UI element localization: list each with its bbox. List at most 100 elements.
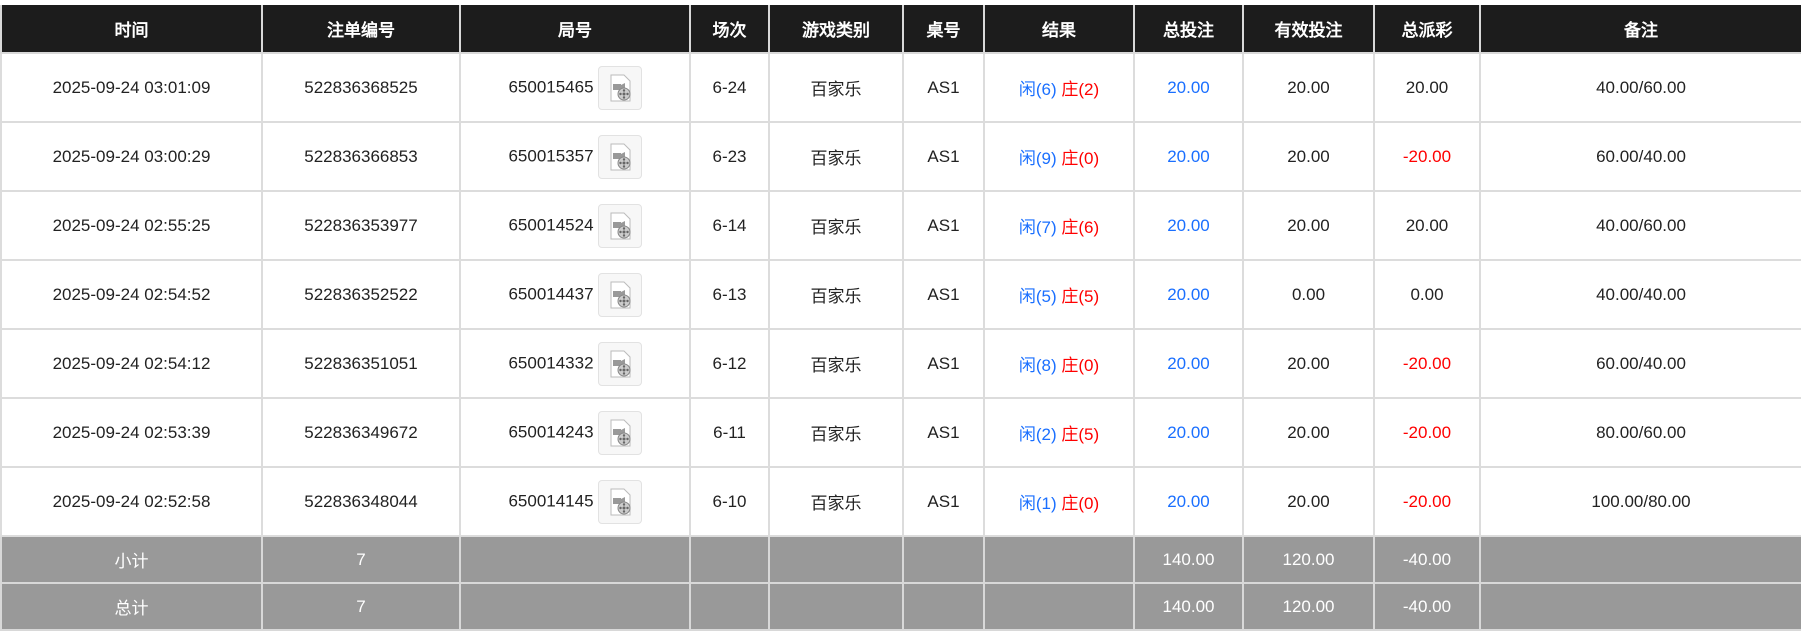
summary-total-bet: 140.00 <box>1133 582 1244 631</box>
result-cell: 闲(1) 庄(0) <box>983 466 1135 537</box>
summary-count: 7 <box>261 582 461 631</box>
game-type-cell: 百家乐 <box>768 190 904 261</box>
bet-id-cell: 522836349672 <box>261 397 461 468</box>
table-row: 2025-09-24 02:52:58 522836348044 6500141… <box>0 466 1801 537</box>
valid-bet-cell: 20.00 <box>1242 190 1375 261</box>
bet-id-cell: 522836353977 <box>261 190 461 261</box>
round-cell: 650014243 <box>459 397 691 468</box>
round-number: 650015465 <box>508 76 594 96</box>
video-replay-icon[interactable] <box>597 134 642 179</box>
player-result: 闲(2) <box>1018 425 1057 444</box>
grand-total-row: 总计 7 140.00 120.00 -40.00 <box>0 582 1801 631</box>
header-total-bet: 总投注 <box>1133 5 1244 54</box>
result-cell: 闲(9) 庄(0) <box>983 121 1135 192</box>
bet-id-cell: 522836368525 <box>261 52 461 123</box>
time-cell: 2025-09-24 02:52:58 <box>0 466 263 537</box>
banker-result: 庄(0) <box>1061 356 1100 375</box>
game-type-cell: 百家乐 <box>768 328 904 399</box>
bet-id-cell: 522836351051 <box>261 328 461 399</box>
table-row: 2025-09-24 03:01:09 522836368525 6500154… <box>0 52 1801 123</box>
result-cell: 闲(7) 庄(6) <box>983 190 1135 261</box>
total-bet-cell: 20.00 <box>1133 121 1244 192</box>
video-replay-icon[interactable] <box>597 272 642 317</box>
time-cell: 2025-09-24 02:54:52 <box>0 259 263 330</box>
game-type-cell: 百家乐 <box>768 397 904 468</box>
video-replay-icon[interactable] <box>597 65 642 110</box>
session-cell: 6-10 <box>689 466 770 537</box>
header-time: 时间 <box>0 5 263 54</box>
bet-id-cell: 522836352522 <box>261 259 461 330</box>
bet-id-cell: 522836348044 <box>261 466 461 537</box>
payout-cell: 20.00 <box>1373 190 1481 261</box>
note-cell: 40.00/60.00 <box>1479 52 1801 123</box>
summary-total-bet: 140.00 <box>1133 535 1244 584</box>
session-cell: 6-23 <box>689 121 770 192</box>
table-row: 2025-09-24 02:54:12 522836351051 6500143… <box>0 328 1801 399</box>
player-result: 闲(5) <box>1018 287 1057 306</box>
session-cell: 6-12 <box>689 328 770 399</box>
table-no-cell: AS1 <box>902 190 985 261</box>
valid-bet-cell: 20.00 <box>1242 52 1375 123</box>
header-game-type: 游戏类别 <box>768 5 904 54</box>
banker-result: 庄(5) <box>1061 425 1100 444</box>
valid-bet-cell: 20.00 <box>1242 328 1375 399</box>
session-cell: 6-24 <box>689 52 770 123</box>
summary-valid-bet: 120.00 <box>1242 582 1375 631</box>
total-bet-cell: 20.00 <box>1133 466 1244 537</box>
total-bet-cell: 20.00 <box>1133 259 1244 330</box>
bet-id-cell: 522836366853 <box>261 121 461 192</box>
player-result: 闲(6) <box>1018 80 1057 99</box>
time-cell: 2025-09-24 02:55:25 <box>0 190 263 261</box>
round-cell: 650015357 <box>459 121 691 192</box>
header-result: 结果 <box>983 5 1135 54</box>
time-cell: 2025-09-24 02:53:39 <box>0 397 263 468</box>
header-table-no: 桌号 <box>902 5 985 54</box>
summary-payout: -40.00 <box>1373 535 1481 584</box>
note-cell: 100.00/80.00 <box>1479 466 1801 537</box>
table-no-cell: AS1 <box>902 52 985 123</box>
payout-cell: -20.00 <box>1373 397 1481 468</box>
video-replay-icon[interactable] <box>597 203 642 248</box>
video-replay-icon[interactable] <box>597 479 642 524</box>
game-type-cell: 百家乐 <box>768 121 904 192</box>
note-cell: 80.00/60.00 <box>1479 397 1801 468</box>
header-round: 局号 <box>459 5 691 54</box>
note-cell: 60.00/40.00 <box>1479 328 1801 399</box>
video-replay-icon[interactable] <box>597 410 642 455</box>
banker-result: 庄(0) <box>1061 149 1100 168</box>
player-result: 闲(9) <box>1018 149 1057 168</box>
round-number: 650014524 <box>508 214 594 234</box>
summary-payout: -40.00 <box>1373 582 1481 631</box>
valid-bet-cell: 0.00 <box>1242 259 1375 330</box>
note-cell: 40.00/60.00 <box>1479 190 1801 261</box>
table-row: 2025-09-24 02:53:39 522836349672 6500142… <box>0 397 1801 468</box>
table-no-cell: AS1 <box>902 466 985 537</box>
note-cell: 40.00/40.00 <box>1479 259 1801 330</box>
header-valid-bet: 有效投注 <box>1242 5 1375 54</box>
time-cell: 2025-09-24 02:54:12 <box>0 328 263 399</box>
summary-label: 总计 <box>0 582 263 631</box>
video-replay-icon[interactable] <box>597 341 642 386</box>
player-result: 闲(8) <box>1018 356 1057 375</box>
round-cell: 650014524 <box>459 190 691 261</box>
banker-result: 庄(5) <box>1061 287 1100 306</box>
table-no-cell: AS1 <box>902 259 985 330</box>
total-bet-cell: 20.00 <box>1133 52 1244 123</box>
table-no-cell: AS1 <box>902 121 985 192</box>
table-header: 时间 注单编号 局号 场次 游戏类别 桌号 结果 总投注 有效投注 总派彩 备注 <box>0 5 1801 54</box>
round-number: 650014145 <box>508 490 594 510</box>
player-result: 闲(7) <box>1018 218 1057 237</box>
result-cell: 闲(5) 庄(5) <box>983 259 1135 330</box>
total-bet-cell: 20.00 <box>1133 397 1244 468</box>
payout-cell: 0.00 <box>1373 259 1481 330</box>
valid-bet-cell: 20.00 <box>1242 397 1375 468</box>
payout-cell: -20.00 <box>1373 466 1481 537</box>
summary-valid-bet: 120.00 <box>1242 535 1375 584</box>
session-cell: 6-11 <box>689 397 770 468</box>
table-no-cell: AS1 <box>902 328 985 399</box>
total-bet-cell: 20.00 <box>1133 328 1244 399</box>
result-cell: 闲(8) 庄(0) <box>983 328 1135 399</box>
total-bet-cell: 20.00 <box>1133 190 1244 261</box>
note-cell: 60.00/40.00 <box>1479 121 1801 192</box>
result-cell: 闲(2) 庄(5) <box>983 397 1135 468</box>
